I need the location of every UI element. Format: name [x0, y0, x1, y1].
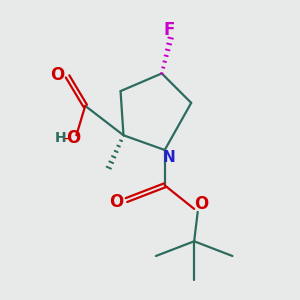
Text: F: F [164, 21, 175, 39]
Text: O: O [66, 129, 81, 147]
Text: -: - [64, 131, 69, 146]
Text: N: N [163, 150, 175, 165]
Text: H: H [54, 131, 66, 145]
Text: O: O [50, 66, 64, 84]
Text: O: O [194, 195, 209, 213]
Text: O: O [109, 193, 123, 211]
